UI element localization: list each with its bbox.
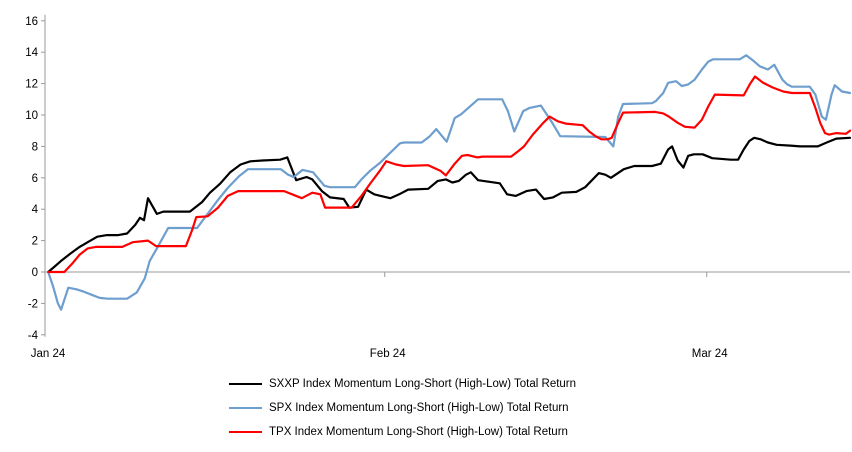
legend-label-spx: SPX Index Momentum Long-Short (High-Low)… [269,402,569,414]
momentum-line-chart: 16 14 12 10 8 6 4 2 0 -2 -4 Jan 24 Feb 24 Mar 24 [25,14,852,360]
series-line-tpx [47,75,852,274]
x-tick-label: Mar 24 [692,348,728,360]
legend-item-sxxp: SXXP Index Momentum Long-Short (High-Low… [229,372,576,396]
legend-line-swatch-spx [229,407,262,409]
x-tick-label: Feb 24 [370,348,406,360]
series-line-sxxp [47,136,852,274]
y-tick-label: 6 [32,173,38,185]
legend-item-spx: SPX Index Momentum Long-Short (High-Low)… [229,396,576,420]
y-tick-label: -2 [28,298,38,310]
x-tick-label: Jan 24 [31,348,66,360]
legend-line-swatch-sxxp [229,383,262,385]
legend-item-tpx: TPX Index Momentum Long-Short (High-Low)… [229,420,576,444]
legend-line-swatch-tpx [229,431,262,433]
y-tick-label: 14 [25,47,38,59]
y-tick-label: 16 [25,16,38,28]
series-line-spx [47,54,852,311]
legend-label-tpx: TPX Index Momentum Long-Short (High-Low)… [269,426,568,438]
y-tick-label: 8 [32,141,38,153]
y-tick-label: 10 [25,110,38,122]
y-tick-label: -4 [28,330,39,342]
y-tick-label: 4 [32,204,39,216]
chart-legend: SXXP Index Momentum Long-Short (High-Low… [229,372,576,444]
y-tick-label: 12 [25,79,38,91]
legend-label-sxxp: SXXP Index Momentum Long-Short (High-Low… [269,378,577,390]
y-tick-label: 0 [32,267,38,279]
y-tick-label: 2 [32,236,38,248]
